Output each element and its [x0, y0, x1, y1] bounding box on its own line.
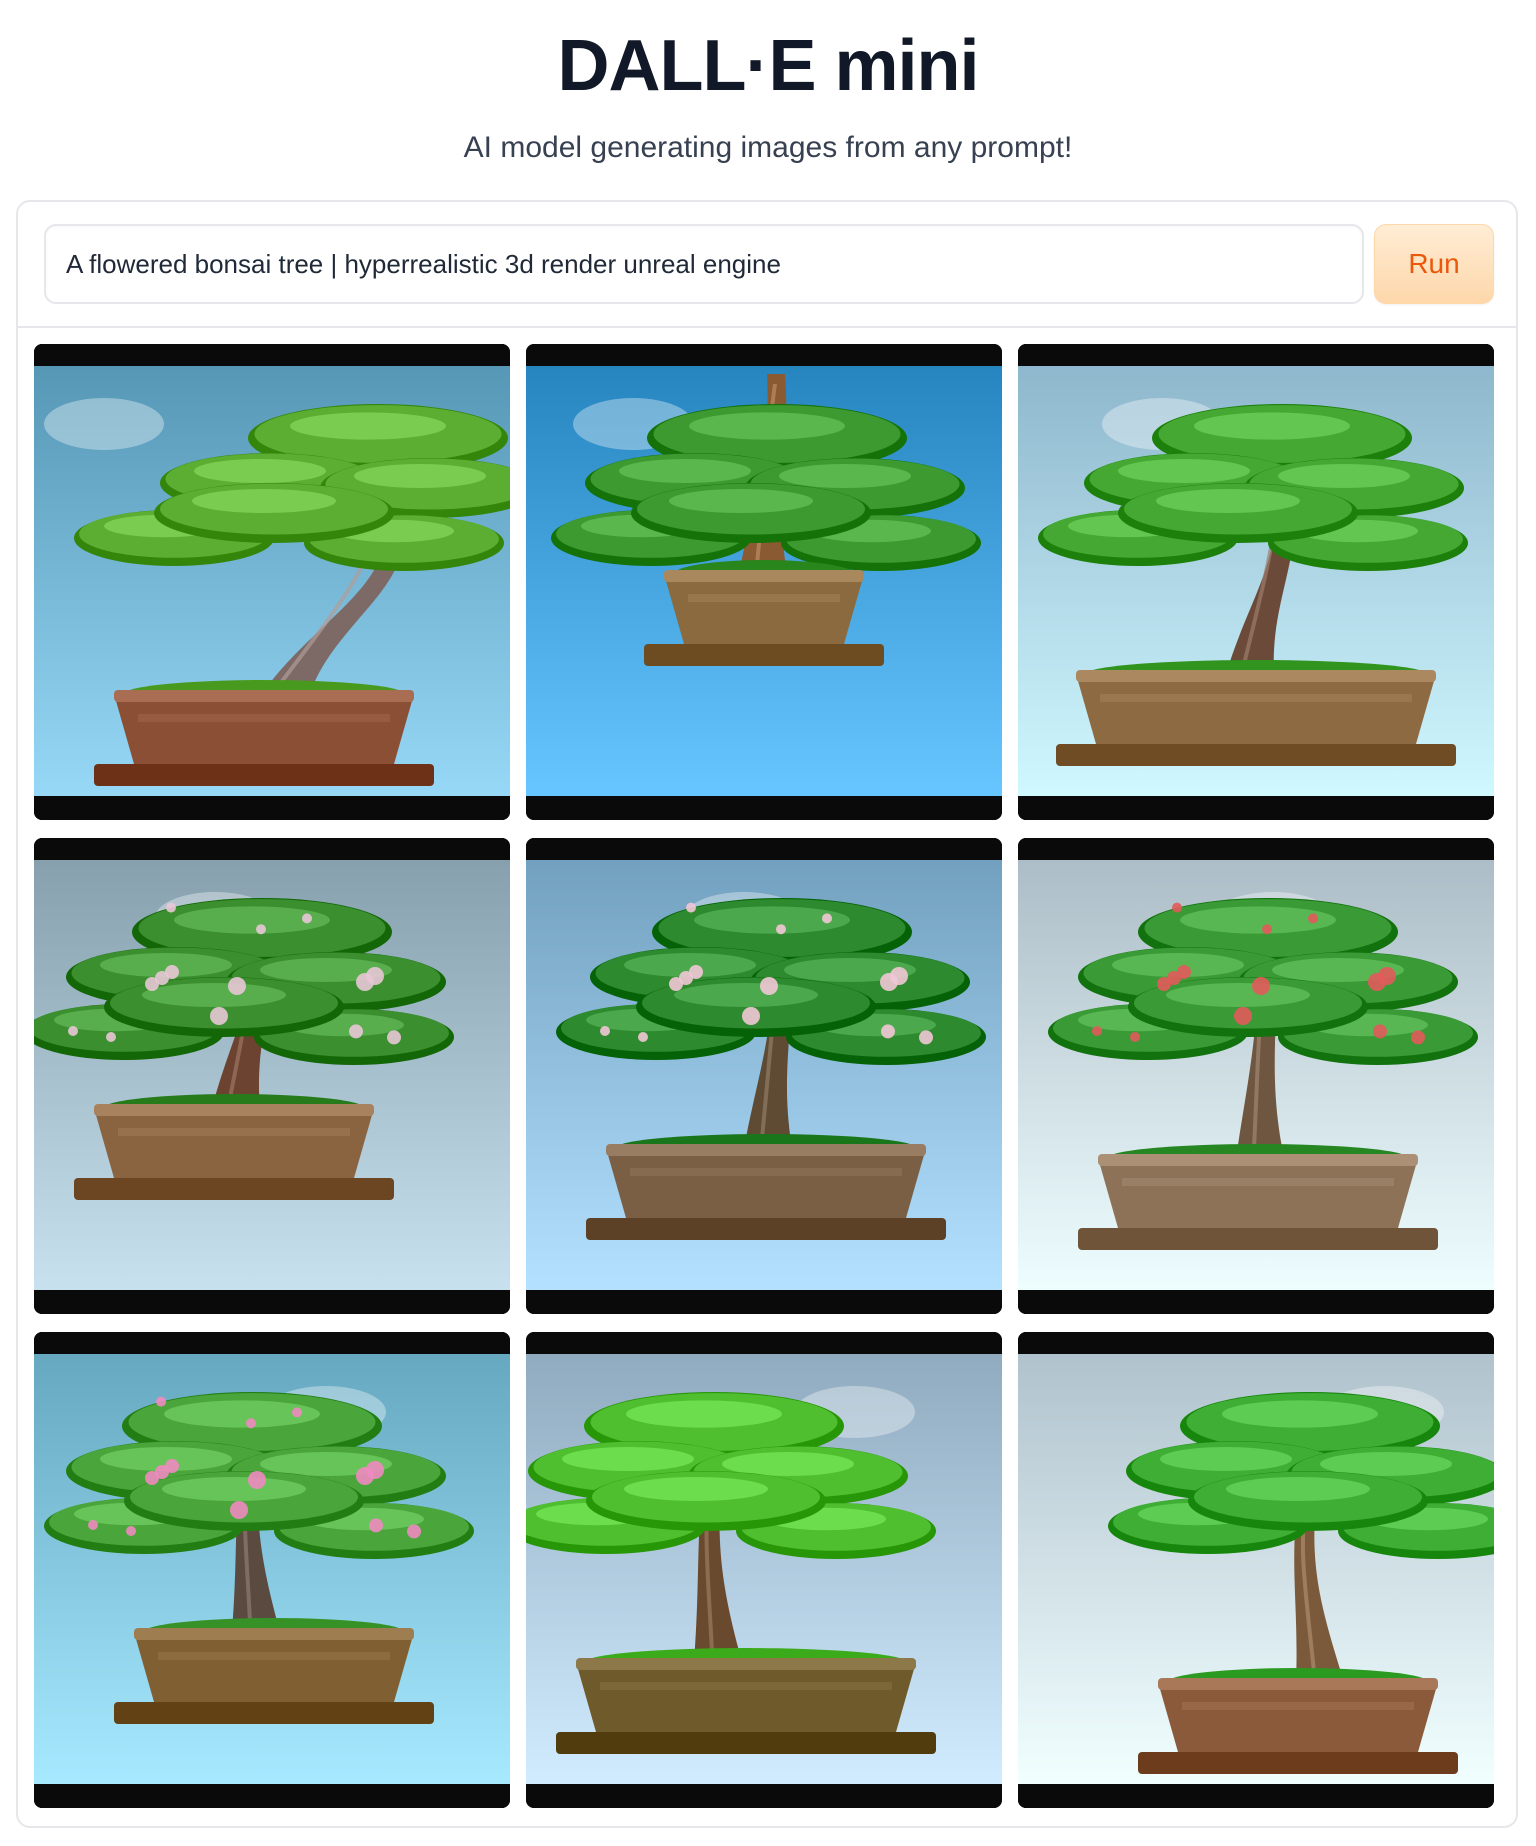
- page-title: DALL·E mini: [557, 26, 980, 106]
- bonsai-image: [1018, 344, 1494, 820]
- generated-image[interactable]: [34, 344, 510, 820]
- bonsai-image: [34, 1332, 510, 1808]
- bonsai-image: [34, 344, 510, 820]
- generated-image[interactable]: [1018, 838, 1494, 1314]
- image-gallery: [34, 344, 1500, 1808]
- bonsai-image: [526, 1332, 1002, 1808]
- generated-image[interactable]: [34, 838, 510, 1314]
- generated-image[interactable]: [1018, 344, 1494, 820]
- generated-image[interactable]: [1018, 1332, 1494, 1808]
- page-subtitle: AI model generating images from any prom…: [463, 131, 1073, 164]
- bonsai-image: [526, 838, 1002, 1314]
- prompt-bar: Run: [18, 202, 1516, 328]
- bonsai-image: [1018, 838, 1494, 1314]
- generated-image[interactable]: [34, 1332, 510, 1808]
- bonsai-image: [526, 344, 1002, 820]
- bonsai-image: [34, 838, 510, 1314]
- prompt-input[interactable]: [44, 224, 1364, 304]
- generated-image[interactable]: [526, 344, 1002, 820]
- bonsai-image: [1018, 1332, 1494, 1808]
- generated-image[interactable]: [526, 1332, 1002, 1808]
- run-button[interactable]: Run: [1374, 224, 1494, 304]
- generator-card: Run: [16, 200, 1518, 1828]
- generated-image[interactable]: [526, 838, 1002, 1314]
